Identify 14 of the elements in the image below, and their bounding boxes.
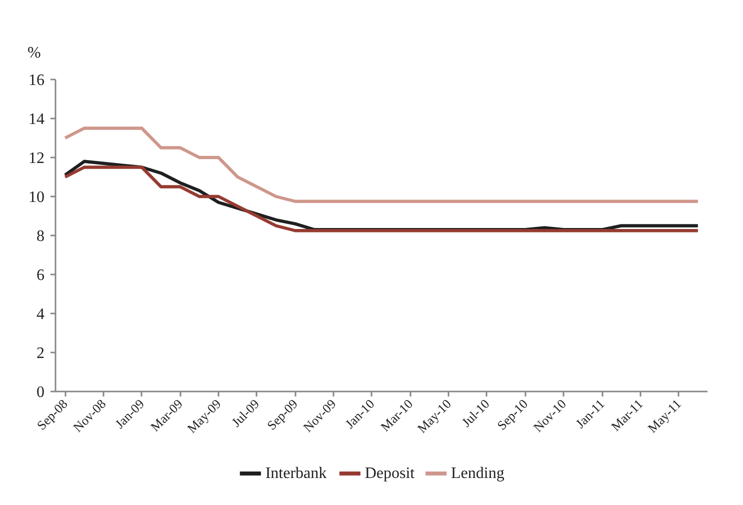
y-tick-label: 0 bbox=[36, 384, 44, 401]
legend-label: Interbank bbox=[265, 465, 327, 482]
y-tick-label: 4 bbox=[36, 306, 44, 323]
y-tick-label: 12 bbox=[28, 150, 44, 167]
y-tick-label: 10 bbox=[28, 189, 44, 206]
line-series bbox=[63, 126, 700, 203]
y-axis-title: % bbox=[28, 44, 41, 62]
y-tick-label: 14 bbox=[28, 111, 44, 128]
y-tick-label: 8 bbox=[36, 228, 44, 245]
y-tick-label: 16 bbox=[28, 72, 44, 89]
legend-label: Lending bbox=[451, 465, 504, 482]
legend-label: Deposit bbox=[364, 465, 416, 482]
y-tick-label: 2 bbox=[36, 345, 44, 362]
y-tick-label: 6 bbox=[36, 267, 44, 284]
